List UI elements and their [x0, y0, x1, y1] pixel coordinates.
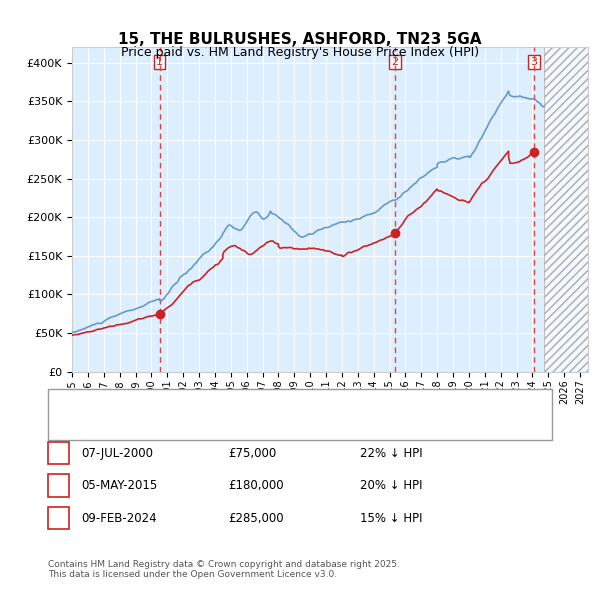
Text: 15, THE BULRUSHES, ASHFORD, TN23 5GA (semi-detached house): 15, THE BULRUSHES, ASHFORD, TN23 5GA (se…	[90, 398, 436, 408]
Text: 3: 3	[55, 512, 62, 525]
Text: 05-MAY-2015: 05-MAY-2015	[81, 479, 157, 492]
Text: £75,000: £75,000	[228, 447, 276, 460]
Bar	[544, 47, 588, 372]
Text: £285,000: £285,000	[228, 512, 284, 525]
Text: Price paid vs. HM Land Registry's House Price Index (HPI): Price paid vs. HM Land Registry's House …	[121, 46, 479, 59]
Text: 07-JUL-2000: 07-JUL-2000	[81, 447, 153, 460]
Text: 22% ↓ HPI: 22% ↓ HPI	[360, 447, 422, 460]
Text: 15% ↓ HPI: 15% ↓ HPI	[360, 512, 422, 525]
Text: 1: 1	[55, 447, 62, 460]
Text: £180,000: £180,000	[228, 479, 284, 492]
Text: 20% ↓ HPI: 20% ↓ HPI	[360, 479, 422, 492]
Text: 3: 3	[530, 57, 538, 67]
Text: HPI: Average price, semi-detached house, Ashford: HPI: Average price, semi-detached house,…	[90, 421, 352, 431]
Text: Contains HM Land Registry data © Crown copyright and database right 2025.
This d: Contains HM Land Registry data © Crown c…	[48, 560, 400, 579]
Text: 2: 2	[391, 57, 398, 67]
Text: 15, THE BULRUSHES, ASHFORD, TN23 5GA: 15, THE BULRUSHES, ASHFORD, TN23 5GA	[118, 32, 482, 47]
Text: 1: 1	[156, 57, 163, 67]
Text: 2: 2	[55, 479, 62, 492]
Text: 09-FEB-2024: 09-FEB-2024	[81, 512, 157, 525]
Bar	[544, 47, 588, 372]
